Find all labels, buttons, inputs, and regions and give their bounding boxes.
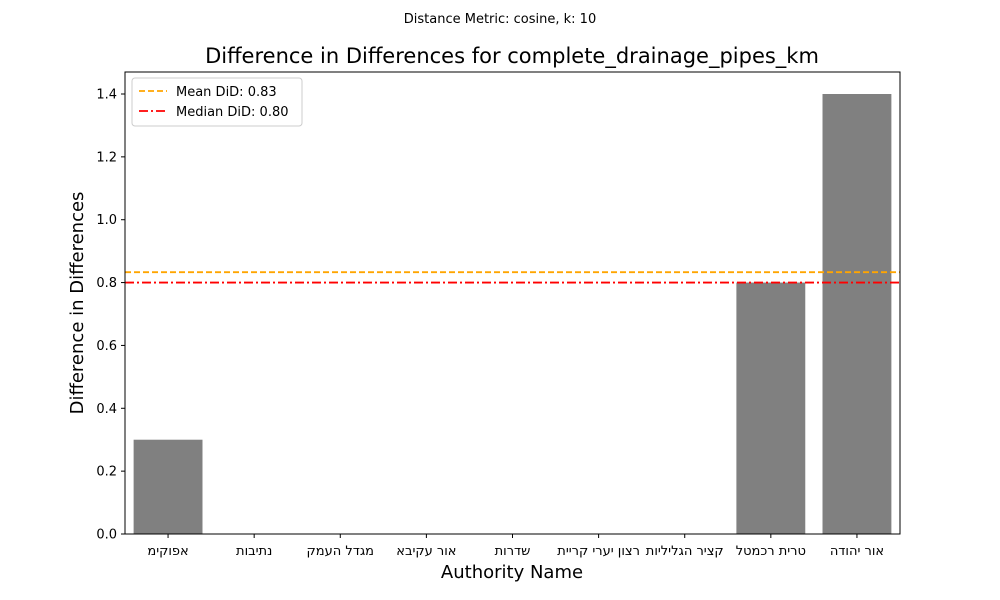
- x-tick-label: אביקע רוא: [396, 544, 456, 559]
- x-tick-label: תיירק ירעי ןוצר: [557, 544, 640, 559]
- bar: [133, 439, 203, 534]
- y-tick-label: 0.6: [96, 339, 117, 354]
- x-tick-label: קמעה לדגמ: [307, 544, 375, 559]
- y-tick-label: 1.0: [96, 213, 117, 228]
- legend-median-label: Median DiD: 0.80: [176, 105, 289, 120]
- plot-frame: [124, 71, 901, 535]
- legend-mean-label: Mean DiD: 0.83: [176, 85, 277, 100]
- reference-lines-group: [125, 271, 900, 284]
- x-axis: מיקופא תוביתנ קמעה לדגמ אביקע רוא תורדש תיירק…: [147, 534, 884, 559]
- y-tick-label: 1.2: [96, 150, 117, 165]
- y-tick-label: 0.8: [96, 276, 117, 291]
- legend-box: [131, 77, 303, 127]
- x-axis-label: Authority Name: [441, 562, 583, 583]
- y-tick-label: 0.4: [96, 402, 117, 417]
- legend: Mean DiD: 0.83 Median DiD: 0.80: [131, 77, 303, 127]
- x-tick-label: תוילילגה ריצק: [646, 544, 724, 559]
- x-tick-label: לטמכר תירט: [736, 544, 806, 559]
- y-axis: 0.0 0.2 0.4 0.6 0.8 1.0 1.2 1.4: [96, 88, 125, 543]
- bar: [822, 94, 892, 534]
- x-tick-label: הדוהי רוא: [830, 544, 884, 559]
- x-tick-label: תורדש: [495, 544, 531, 559]
- y-tick-label: 0.2: [96, 465, 117, 480]
- x-tick-label: מיקופא: [147, 544, 188, 559]
- y-axis-label: Difference in Differences: [67, 192, 88, 415]
- bars-group: [133, 94, 892, 534]
- suptitle: Distance Metric: cosine, k: 10: [404, 12, 596, 27]
- bar: [736, 282, 806, 534]
- y-tick-label: 0.0: [96, 528, 117, 543]
- x-tick-label: תוביתנ: [236, 544, 272, 559]
- y-tick-label: 1.4: [96, 88, 117, 103]
- chart-title: Difference in Differences for complete_d…: [205, 44, 819, 69]
